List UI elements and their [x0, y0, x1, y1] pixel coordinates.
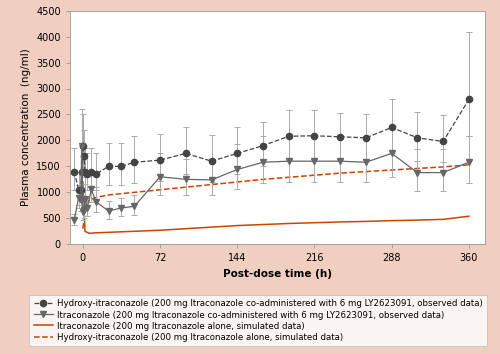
Hydroxy-itraconazole (200 mg Itraconazole alone, simulated data): [414, 166, 420, 171]
Itraconazole (200 mg Itraconazole alone, simulated data): [106, 230, 112, 234]
Itraconazole (200 mg Itraconazole alone, simulated data): [132, 229, 138, 233]
Line: Hydroxy-itraconazole (200 mg Itraconazole alone, simulated data): Hydroxy-itraconazole (200 mg Itraconazol…: [83, 165, 469, 229]
Y-axis label: Plasma concentration  (ng/ml): Plasma concentration (ng/ml): [20, 48, 30, 206]
X-axis label: Post-dose time (h): Post-dose time (h): [223, 269, 332, 279]
Itraconazole (200 mg Itraconazole alone, simulated data): [363, 219, 369, 223]
Itraconazole (200 mg Itraconazole alone, simulated data): [80, 180, 86, 184]
Hydroxy-itraconazole (200 mg Itraconazole alone, simulated data): [82, 209, 88, 213]
Itraconazole (200 mg Itraconazole alone, simulated data): [82, 229, 88, 233]
Itraconazole (200 mg Itraconazole alone, simulated data): [337, 220, 343, 224]
Itraconazole (200 mg Itraconazole alone, simulated data): [86, 231, 92, 235]
Line: Itraconazole (200 mg Itraconazole alone, simulated data): Itraconazole (200 mg Itraconazole alone,…: [83, 182, 469, 233]
Legend: Hydroxy-itraconazole (200 mg Itraconazole co-administered with 6 mg LY2623091, o: Hydroxy-itraconazole (200 mg Itraconazol…: [30, 295, 487, 346]
Hydroxy-itraconazole (200 mg Itraconazole alone, simulated data): [440, 165, 446, 169]
Hydroxy-itraconazole (200 mg Itraconazole alone, simulated data): [363, 170, 369, 174]
Hydroxy-itraconazole (200 mg Itraconazole alone, simulated data): [286, 175, 292, 179]
Itraconazole (200 mg Itraconazole alone, simulated data): [414, 218, 420, 222]
Hydroxy-itraconazole (200 mg Itraconazole alone, simulated data): [388, 168, 394, 172]
Itraconazole (200 mg Itraconazole alone, simulated data): [286, 221, 292, 225]
Hydroxy-itraconazole (200 mg Itraconazole alone, simulated data): [208, 182, 214, 187]
Hydroxy-itraconazole (200 mg Itraconazole alone, simulated data): [132, 190, 138, 194]
Hydroxy-itraconazole (200 mg Itraconazole alone, simulated data): [234, 180, 240, 184]
Hydroxy-itraconazole (200 mg Itraconazole alone, simulated data): [106, 193, 112, 197]
Itraconazole (200 mg Itraconazole alone, simulated data): [312, 221, 318, 225]
Itraconazole (200 mg Itraconazole alone, simulated data): [234, 223, 240, 228]
Hydroxy-itraconazole (200 mg Itraconazole alone, simulated data): [157, 188, 163, 192]
Itraconazole (200 mg Itraconazole alone, simulated data): [466, 214, 472, 218]
Itraconazole (200 mg Itraconazole alone, simulated data): [208, 225, 214, 229]
Itraconazole (200 mg Itraconazole alone, simulated data): [440, 217, 446, 222]
Hydroxy-itraconazole (200 mg Itraconazole alone, simulated data): [260, 177, 266, 182]
Hydroxy-itraconazole (200 mg Itraconazole alone, simulated data): [80, 227, 86, 231]
Hydroxy-itraconazole (200 mg Itraconazole alone, simulated data): [183, 185, 189, 189]
Hydroxy-itraconazole (200 mg Itraconazole alone, simulated data): [92, 195, 98, 200]
Itraconazole (200 mg Itraconazole alone, simulated data): [388, 218, 394, 223]
Hydroxy-itraconazole (200 mg Itraconazole alone, simulated data): [337, 171, 343, 175]
Itraconazole (200 mg Itraconazole alone, simulated data): [260, 222, 266, 227]
Hydroxy-itraconazole (200 mg Itraconazole alone, simulated data): [86, 198, 92, 202]
Hydroxy-itraconazole (200 mg Itraconazole alone, simulated data): [466, 163, 472, 167]
Hydroxy-itraconazole (200 mg Itraconazole alone, simulated data): [312, 173, 318, 177]
Itraconazole (200 mg Itraconazole alone, simulated data): [92, 231, 98, 235]
Itraconazole (200 mg Itraconazole alone, simulated data): [183, 227, 189, 231]
Itraconazole (200 mg Itraconazole alone, simulated data): [157, 228, 163, 232]
